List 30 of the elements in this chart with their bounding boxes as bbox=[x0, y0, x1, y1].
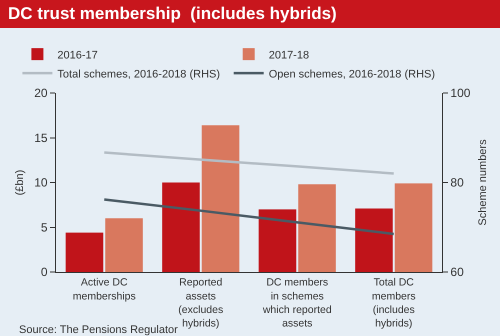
y-tick-label: 5 bbox=[40, 220, 48, 234]
source-note: Source: The Pensions Regulator bbox=[19, 324, 178, 336]
legend-label: 2016-17 bbox=[57, 49, 98, 62]
legend-label: 2017-18 bbox=[268, 49, 310, 62]
x-tick-label: Reported assets (excludes hybrids) bbox=[178, 276, 224, 330]
bar bbox=[162, 182, 200, 272]
bar bbox=[394, 183, 432, 272]
y-axis-title: (£bn) bbox=[14, 170, 26, 196]
bar bbox=[66, 232, 104, 272]
bar bbox=[105, 218, 143, 272]
line-series bbox=[103, 151, 395, 175]
y-tick-label: 20 bbox=[34, 86, 48, 100]
y2-tick-label: 80 bbox=[450, 176, 464, 190]
legend-label: Open schemes, 2016-2018 (RHS) bbox=[268, 68, 436, 80]
y2-tick-label: 100 bbox=[450, 86, 471, 100]
y2-axis-title: Scheme numbers bbox=[476, 138, 489, 226]
line-series bbox=[103, 198, 395, 236]
y2-tick-label: 60 bbox=[450, 265, 464, 280]
bar bbox=[258, 209, 296, 272]
chart-title: DC trust membership (includes hybrids) bbox=[0, 0, 500, 28]
x-tick-label: DC members in schemes which reported assets bbox=[262, 276, 332, 330]
y-tick-label: 10 bbox=[34, 176, 48, 190]
y-tick-label: 0 bbox=[40, 265, 48, 280]
bar bbox=[298, 184, 336, 272]
legend-label: Total schemes, 2016-2018 (RHS) bbox=[57, 68, 220, 80]
bar bbox=[355, 208, 393, 272]
bar bbox=[202, 125, 240, 272]
y-tick-label: 15 bbox=[34, 130, 48, 145]
x-tick-label: Total DC members (includes hybrids) bbox=[372, 276, 416, 330]
x-tick-label: Active DC memberships bbox=[72, 276, 136, 302]
